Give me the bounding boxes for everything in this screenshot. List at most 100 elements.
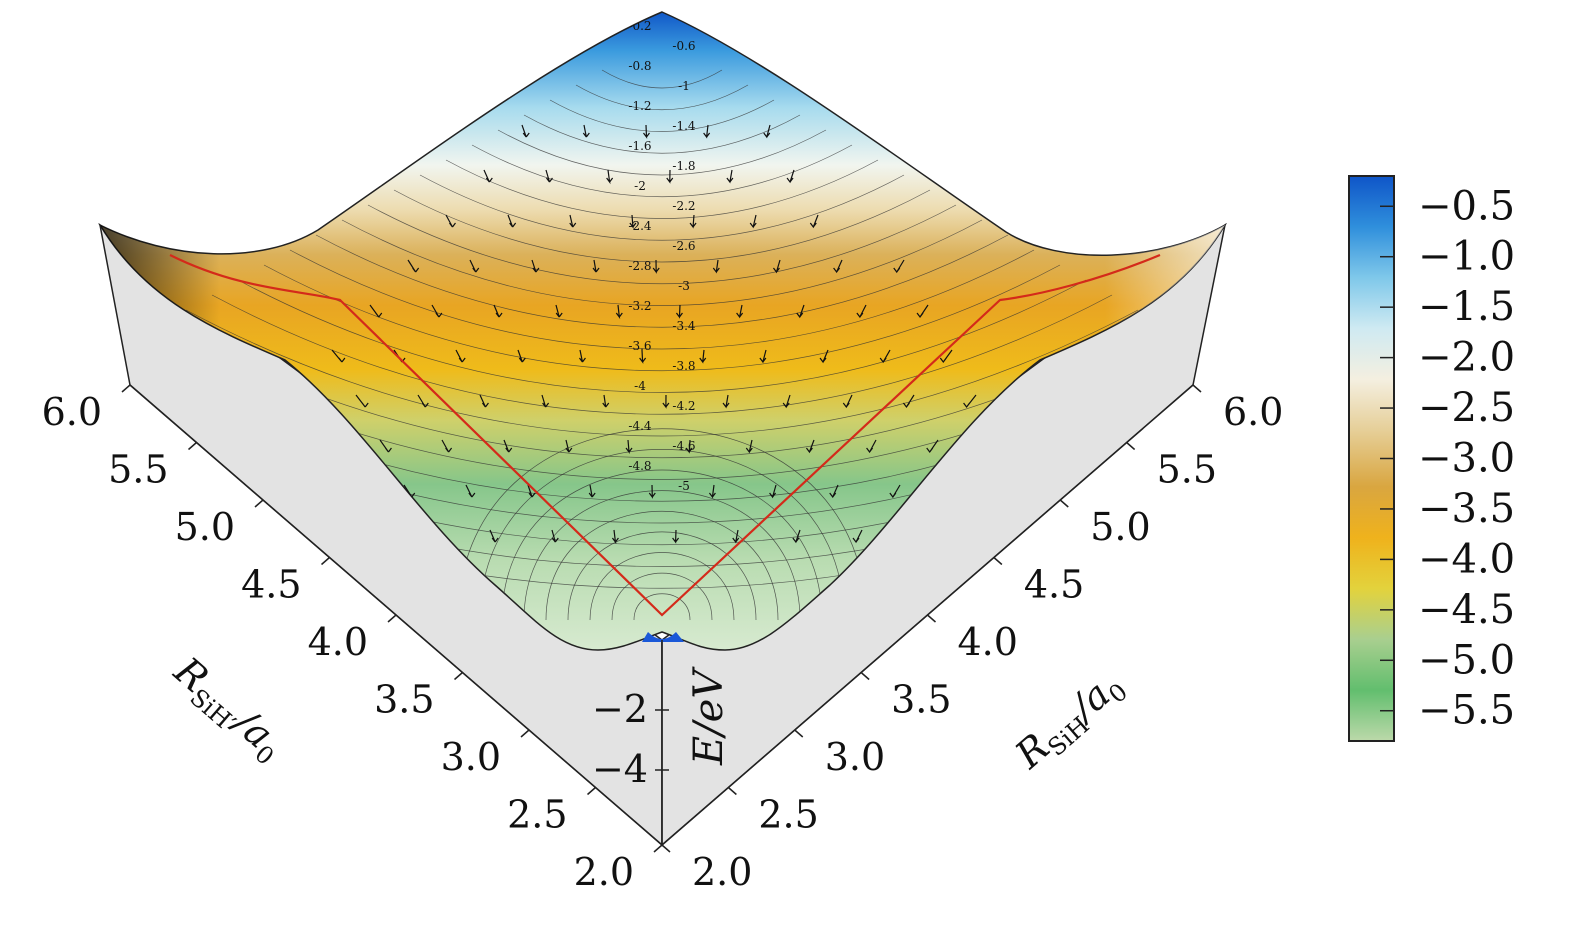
x-tick-label: 4.5: [1024, 563, 1084, 607]
contour-level-label: -2: [634, 179, 646, 193]
basin-contour-line: [457, 428, 867, 621]
contour-line: [523, 114, 801, 154]
colorbar-ticks: −0.5 −1.0−1.5 −2.0−2.5 −3.0−3.5−4.0 −4.5−5.0…: [1380, 183, 1515, 734]
gradient-arrow: [417, 394, 429, 408]
x-tick-mark: [661, 844, 671, 853]
gradient-arrow: [611, 529, 619, 545]
colorbar-tick-label: −3.5: [1418, 486, 1515, 532]
y-tick-mark: [587, 786, 596, 796]
gradient-arrow: [786, 169, 795, 184]
minimum-marker: [642, 632, 684, 642]
gradient-arrow: [782, 394, 791, 409]
gradient-arrow: [455, 349, 466, 363]
contour-line: [289, 249, 1035, 350]
basin-contour-line: [479, 449, 845, 621]
gradient-arrow: [726, 169, 734, 184]
contour-level-label: -4.2: [672, 399, 695, 413]
x-tick-mark: [927, 614, 936, 623]
colorbar-tick-label: −2.0: [1418, 335, 1515, 381]
gradient-arrow: [545, 169, 553, 183]
contour-level-label: -5: [678, 479, 690, 493]
colorbar-tick-label: −3.0: [1418, 436, 1515, 482]
contour-line: [367, 204, 957, 285]
y-axis-label: RSiH′/a0: [162, 648, 293, 771]
basin-contour-line: [567, 531, 757, 621]
gradient-arrow: [531, 259, 540, 273]
y-tick-label: 4.0: [308, 620, 368, 664]
gradient-arrow: [745, 439, 753, 454]
contour-line: [185, 309, 1139, 437]
x-tick-mark: [1192, 384, 1202, 393]
gradient-arrow: [749, 214, 757, 229]
gradient-arrow: [666, 169, 674, 184]
basin-contour-line: [611, 572, 713, 621]
contour-line: [419, 174, 905, 241]
gradient-arrow: [517, 349, 526, 363]
y-tick-label: 6.0: [42, 390, 102, 434]
gradient-arrow: [732, 529, 740, 544]
contour-line: [341, 219, 983, 306]
contour-line: [263, 264, 1061, 372]
contour-level-label: -2.2: [672, 199, 695, 213]
contour-level-label: -3.2: [628, 299, 651, 313]
contour-level-label: -3: [678, 279, 690, 293]
gradient-arrow: [769, 484, 777, 499]
gradient-arrow: [507, 214, 517, 228]
contour-level-label: -4.6: [672, 439, 695, 453]
gradient-arrow: [963, 394, 977, 408]
x-tick-label: 6.0: [1223, 390, 1283, 434]
contour-line: [211, 294, 1113, 415]
y-tick-label: 3.5: [374, 678, 434, 722]
colorbar-tick-label: −0.5: [1418, 183, 1515, 229]
z-axis-ticks: −2−4: [592, 687, 669, 791]
gradient-arrow: [829, 484, 839, 499]
gradient-arrow: [407, 259, 420, 273]
contour-line: [497, 129, 827, 176]
contour-level-label: -1.8: [672, 159, 695, 173]
gradient-arrow: [796, 304, 805, 319]
gradient-arrow: [842, 394, 853, 409]
basin-contour-line: [633, 593, 691, 621]
gradient-arrow: [809, 214, 819, 229]
z-axis-label: E/eV: [686, 666, 732, 766]
gradient-arrow: [331, 349, 346, 363]
gradient-arrow: [465, 484, 476, 498]
gradient-arrow: [483, 169, 493, 183]
colorbar-tick-label: −2.5: [1418, 385, 1515, 431]
colorbar-tick-label: −4.5: [1418, 587, 1515, 633]
contour-level-label: -2.8: [628, 259, 651, 273]
gradient-arrow: [445, 214, 456, 228]
gradient-arrow: [703, 124, 711, 139]
gradient-arrow: [856, 304, 867, 319]
contour-line: [549, 99, 775, 132]
gradient-arrow: [606, 169, 614, 185]
z-tick-label: −4: [592, 747, 648, 791]
gradient-arrow: [527, 484, 536, 498]
gradient-arrow: [521, 124, 530, 138]
gradient-arrow: [792, 529, 801, 544]
gradient-arrow: [582, 124, 590, 138]
gradient-arrow: [493, 304, 503, 318]
gradient-arrow: [689, 214, 697, 229]
gradient-arrow: [551, 529, 559, 543]
contour-line: [471, 144, 853, 197]
gradient-arrow: [441, 439, 453, 453]
x-tick-label: 4.0: [958, 620, 1018, 664]
gradient-arrow: [772, 259, 781, 274]
x-axis-label: RSiH/a0: [1006, 662, 1133, 781]
basin-contour-line: [501, 469, 823, 621]
y-tick-mark: [188, 441, 197, 451]
y-tick-label: 5.0: [175, 505, 235, 549]
gradient-arrow: [805, 439, 815, 454]
y-axis-ticks: 2.02.53.03.54.04.55.05.56.0: [42, 384, 663, 894]
gradient-arrow: [369, 304, 383, 318]
gradient-arrow: [217, 484, 235, 498]
y-tick-label: 2.5: [507, 793, 567, 837]
x-tick-label: 5.0: [1090, 505, 1150, 549]
contour-level-label: -4.4: [628, 419, 652, 433]
gradient-arrow: [469, 259, 480, 273]
gradient-arrow: [241, 529, 259, 543]
x-tick-label: 2.5: [758, 793, 818, 837]
colorbar-tick-label: −1.5: [1418, 284, 1515, 330]
gradient-arrow: [578, 349, 586, 363]
